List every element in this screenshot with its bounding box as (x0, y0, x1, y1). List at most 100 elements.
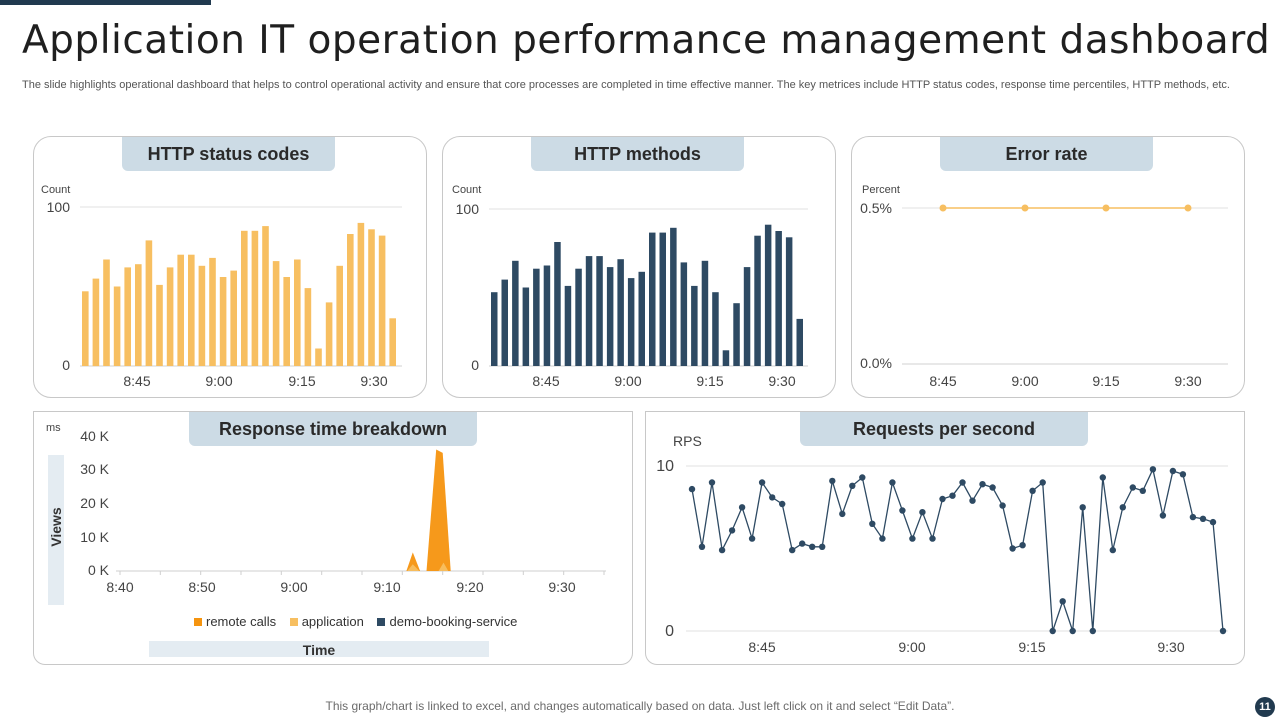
bar (357, 222, 365, 366)
bar (283, 277, 290, 366)
bar (585, 256, 593, 366)
bar (219, 277, 227, 366)
x-tick-label: 9:15 (1092, 373, 1119, 389)
data-point (889, 479, 896, 486)
data-point (1179, 471, 1187, 478)
data-point (1109, 546, 1116, 554)
data-point (1169, 467, 1177, 475)
legend-label: application (301, 614, 364, 629)
area-series (406, 552, 421, 571)
error-rate-title: Error rate (940, 137, 1153, 171)
x-tick-label: 8:45 (929, 373, 956, 389)
bar (272, 261, 280, 366)
data-point (1139, 487, 1146, 494)
requests-per-second-title: Requests per second (800, 412, 1088, 446)
bar (533, 268, 540, 366)
data-point (909, 535, 916, 542)
legend-label: demo-booking-service (389, 614, 518, 629)
bar (315, 348, 322, 366)
data-point (1149, 466, 1157, 473)
data-point (1079, 504, 1086, 511)
bar (564, 285, 572, 366)
legend-label: remote calls (206, 614, 277, 629)
bar (82, 291, 89, 366)
data-point (1199, 515, 1207, 522)
x-tick-label: 8:45 (532, 373, 559, 389)
data-point (939, 204, 947, 212)
data-point (899, 507, 906, 514)
bar (512, 260, 519, 366)
page-title: Application IT operation performance man… (22, 18, 1271, 63)
bar (733, 303, 740, 366)
bar (575, 268, 582, 366)
area-series (438, 562, 449, 571)
x-tick-label: 9:15 (288, 373, 315, 389)
x-tick-label: 8:45 (123, 373, 150, 389)
legend-swatch (194, 618, 202, 626)
data-point (769, 494, 776, 501)
y-tick-label: 100 (456, 201, 480, 217)
y-tick-label: 30 K (80, 461, 109, 477)
response-time-chart: ms 40 K 30 K 20 K 10 K 0 K 8:40 8:50 9:0… (46, 422, 606, 595)
data-point (989, 484, 996, 491)
bar (722, 350, 730, 366)
y-tick-label: 0 (62, 357, 70, 373)
bar (145, 240, 153, 366)
bar (156, 284, 163, 366)
bar (491, 292, 498, 366)
bar (554, 242, 561, 366)
data-point (799, 540, 806, 547)
bar (691, 285, 698, 366)
http-status-title: HTTP status codes (122, 137, 335, 171)
bar (701, 260, 709, 366)
data-point (1029, 487, 1036, 494)
y-axis-label: Count (41, 184, 70, 196)
bar (241, 230, 248, 366)
area-series (407, 564, 420, 571)
bar (262, 226, 269, 366)
data-point (1069, 627, 1076, 635)
http-status-panel: HTTP status codes Count 100 0 8:45 9:00 … (33, 136, 427, 398)
legend-swatch (289, 618, 298, 626)
data-point (1159, 512, 1167, 519)
data-point (979, 481, 986, 488)
bar (304, 288, 312, 366)
data-point (688, 485, 696, 493)
x-tick-label: 9:15 (1018, 639, 1045, 655)
chart-legend: remote calls application demo-booking-se… (194, 614, 527, 629)
data-point (1019, 542, 1026, 549)
data-point (849, 482, 856, 489)
data-point (839, 510, 846, 518)
bar (764, 224, 772, 366)
bar (325, 302, 333, 366)
area-series (426, 449, 451, 571)
x-tick-label: 9:30 (768, 373, 795, 389)
data-point (1039, 479, 1046, 486)
data-point (1049, 627, 1056, 635)
error-rate-panel: Error rate Percent 0.5% 0.0% 8:45 9:00 9… (851, 136, 1245, 398)
y-tick-label: 0 (471, 357, 479, 373)
data-point (1009, 545, 1016, 552)
data-point (738, 504, 746, 511)
x-tick-label: 8:40 (106, 579, 133, 595)
data-point (949, 492, 956, 499)
legend-item-application: application (289, 614, 364, 629)
data-point (879, 535, 886, 542)
legend-swatch (377, 618, 386, 626)
data-point (728, 527, 736, 534)
bar (785, 237, 793, 366)
response-time-panel: Response time breakdown Views ms 40 K 30… (33, 411, 633, 665)
bar (670, 227, 677, 366)
data-point (999, 502, 1006, 509)
bar (198, 265, 206, 366)
http-methods-title: HTTP methods (531, 137, 744, 171)
bar (543, 265, 551, 366)
y-axis-label: Percent (862, 184, 900, 196)
error-rate-chart: Percent 0.5% 0.0% 8:45 9:00 9:15 9:30 (860, 184, 1228, 389)
bar (659, 232, 666, 366)
x-tick-label: 9:10 (373, 579, 400, 595)
data-point (919, 509, 926, 516)
bar (754, 235, 761, 366)
data-point (1129, 484, 1136, 491)
y-tick-label: 40 K (80, 428, 109, 444)
